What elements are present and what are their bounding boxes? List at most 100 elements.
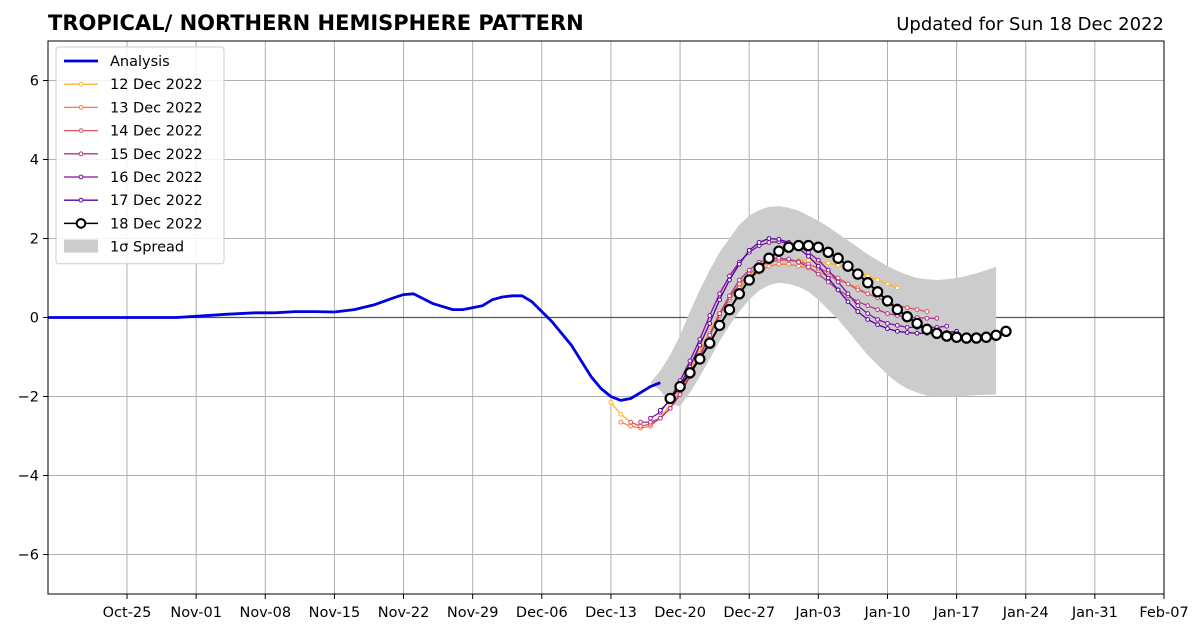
series-point <box>792 239 805 252</box>
series-point <box>815 263 821 269</box>
series-point <box>657 407 663 413</box>
series-point <box>871 286 884 298</box>
legend-marker <box>78 105 84 110</box>
series-point <box>894 323 900 328</box>
x-tick-label: Dec-27 <box>723 605 775 621</box>
series-point <box>717 297 722 303</box>
series-point <box>687 358 693 364</box>
x-tick-label: Dec-20 <box>654 605 706 621</box>
series-point <box>697 336 703 342</box>
series-point <box>657 415 663 421</box>
legend-label: 13 Dec 2022 <box>110 100 203 116</box>
series-point <box>885 281 890 287</box>
series-point <box>875 322 880 328</box>
series-point <box>865 317 871 322</box>
series-point <box>608 400 614 405</box>
series-point <box>638 423 643 429</box>
series-point <box>628 419 634 425</box>
legend-entry: 18 Dec 2022 <box>64 216 203 232</box>
series-point <box>835 279 841 285</box>
series-point <box>618 419 624 425</box>
series-point <box>875 277 880 283</box>
legend-marker <box>78 128 84 134</box>
series-point <box>648 419 653 425</box>
legend-entry: 17 Dec 2022 <box>64 193 203 209</box>
series-point <box>703 337 716 349</box>
series-point <box>694 353 706 365</box>
series-point <box>802 239 815 252</box>
series-point <box>638 419 643 425</box>
legend-label: 12 Dec 2022 <box>110 77 203 93</box>
series-point <box>941 330 953 342</box>
legend-entry: 15 Dec 2022 <box>64 147 203 163</box>
series-point <box>875 307 880 313</box>
series-point <box>776 255 782 261</box>
legend: Analysis 12 Dec 2022 13 Dec 2022 14 Dec 202… <box>55 46 225 265</box>
series-point <box>950 331 963 343</box>
x-tick-label: Nov-29 <box>447 605 499 621</box>
x-tick-label: Dec-06 <box>516 605 568 621</box>
x-tick-label: Jan-17 <box>933 605 980 621</box>
series-point <box>960 332 973 344</box>
x-tick-label: Dec-13 <box>585 605 637 621</box>
series-point <box>766 236 772 241</box>
series-point <box>815 271 821 277</box>
series-point <box>753 262 765 274</box>
series-point <box>786 261 792 267</box>
series-point <box>825 267 831 273</box>
y-tick-label: 6 <box>30 74 39 90</box>
series-point <box>904 324 910 330</box>
series-point <box>707 332 713 338</box>
x-tick-label: Nov-15 <box>309 605 361 621</box>
series-point <box>832 252 844 264</box>
spread-area <box>650 206 997 407</box>
x-tick-label: Nov-08 <box>239 605 291 621</box>
series-point <box>756 240 762 245</box>
series-point <box>865 291 871 297</box>
series-point <box>970 332 983 344</box>
series-point <box>855 309 861 314</box>
series-point <box>845 299 851 305</box>
series-point <box>773 245 785 257</box>
series-point <box>914 307 920 313</box>
legend-entry: 12 Dec 2022 <box>64 77 203 93</box>
legend-swatch <box>64 239 98 253</box>
series-point <box>924 309 930 314</box>
series-point <box>806 257 811 263</box>
series-point <box>796 263 801 269</box>
y-tick-label: −2 <box>18 390 39 406</box>
legend-entry: 1σ Spread <box>64 239 184 256</box>
legend-entry: 16 Dec 2022 <box>64 170 203 186</box>
chart-subtitle: Updated for Sun 18 Dec 2022 <box>896 14 1164 35</box>
chart-title: TROPICAL/ NORTHERN HEMISPHERE PATTERN <box>48 11 584 35</box>
series-point <box>894 328 900 334</box>
series-point <box>812 241 825 253</box>
series-point <box>727 277 732 283</box>
series-point <box>628 423 634 429</box>
x-tick-label: Jan-24 <box>1002 605 1049 621</box>
series-point <box>806 264 811 270</box>
series-point <box>865 311 871 316</box>
series-point <box>806 253 811 259</box>
x-tick-label: Jan-10 <box>863 605 910 621</box>
series-point <box>674 380 686 393</box>
series-point <box>885 326 890 331</box>
series-point <box>746 267 752 273</box>
series-point <box>921 323 933 336</box>
series-point <box>855 303 861 309</box>
series-point <box>766 263 772 269</box>
series-point <box>664 392 676 405</box>
x-axis: Oct-25 Nov-01 Nov-08 Nov-15 Nov-22 Nov-29 Dec-… <box>103 594 1189 621</box>
series-point <box>763 252 775 264</box>
series-point <box>904 305 910 311</box>
series-point <box>852 268 864 280</box>
x-tick-label: Nov-01 <box>170 605 222 621</box>
legend-label: 1σ Spread <box>110 240 184 256</box>
x-tick-label: Jan-03 <box>794 605 841 621</box>
legend-label: 17 Dec 2022 <box>110 193 203 209</box>
legend-label: 14 Dec 2022 <box>110 124 203 140</box>
x-tick-label: Jan-31 <box>1071 605 1118 621</box>
series-point <box>776 236 782 242</box>
forecast-series <box>608 236 1012 431</box>
